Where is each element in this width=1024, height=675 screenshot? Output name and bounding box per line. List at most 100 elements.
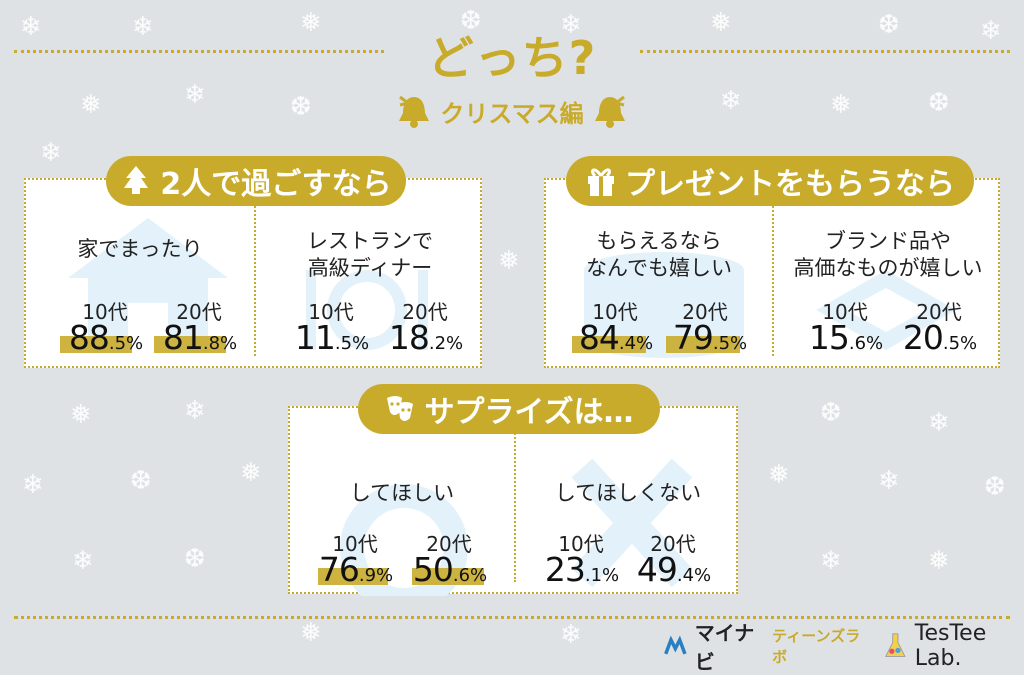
panel-present: もらえるなら なんでも嬉しい 10代 20代 84.4% 79.5% ブランド品…: [544, 178, 1000, 368]
house-icon: [68, 218, 228, 353]
highlight-bar: [572, 336, 646, 353]
value-twenties: 20.5%: [890, 318, 990, 357]
value-integer: 49: [636, 550, 678, 589]
snowflake-icon: ❆: [878, 10, 900, 40]
value-integer: 76: [318, 550, 360, 589]
value-integer: 11: [294, 318, 336, 357]
value-decimal: .5%: [108, 333, 144, 354]
section-label: 2人で過ごすなら: [160, 167, 392, 202]
value-integer: 81: [162, 318, 204, 357]
brand-testee-lab: TesTee Lab.: [914, 621, 987, 671]
section-header-together: 2人で過ごすなら: [106, 156, 406, 206]
snowflake-icon: ❅: [240, 458, 262, 488]
christmas-tree-icon: [124, 166, 149, 194]
value-twenties: 50.6%: [400, 550, 500, 589]
value-twenties: 49.4%: [624, 550, 724, 589]
top-dotted-line-right: [640, 50, 1010, 53]
snowflake-icon: ❄: [72, 546, 94, 576]
circle-icon: [340, 484, 468, 596]
dinner-icon: [306, 270, 428, 350]
question-line: してほしくない: [554, 481, 702, 505]
brand-teens-lab: ティーンズラボ: [772, 627, 861, 666]
value-decimal: .9%: [358, 565, 394, 586]
page-title: どっち?: [427, 31, 597, 85]
section-header-present: プレゼントをもらうなら: [566, 156, 974, 206]
option-question: 家でまったり: [26, 236, 254, 263]
snowflake-icon: ❆: [984, 472, 1006, 502]
snowflake-icon: ❄: [980, 16, 1002, 46]
panel-divider: [514, 430, 516, 582]
age-label-teen: 10代: [822, 300, 868, 324]
question-line: もらえるなら: [596, 229, 722, 253]
top-dotted-line: [14, 50, 384, 53]
value-decimal: .5%: [942, 333, 978, 354]
option-question: もらえるなら なんでも嬉しい: [546, 228, 772, 282]
question-line: レストランで: [307, 229, 433, 253]
snowflake-icon: ❆: [928, 88, 950, 118]
snowflake-icon: ❄: [560, 10, 582, 40]
value-teen: 88.5%: [56, 318, 156, 357]
highlight-bar: [412, 568, 484, 585]
subtitle-text: クリスマス編: [440, 99, 584, 128]
section-label: サプライズは…: [424, 395, 634, 430]
snowflake-icon: ❅: [830, 90, 852, 120]
value-integer: 15: [808, 318, 850, 357]
question-line: ブランド品や: [825, 229, 951, 253]
value-decimal: .1%: [584, 565, 620, 586]
snowflake-icon: ❆: [820, 398, 842, 428]
snowflake-icon: ❆: [130, 466, 152, 496]
snowflake-icon: ❄: [132, 12, 154, 42]
value-decimal: .4%: [676, 565, 712, 586]
snowflake-icon: ❄: [928, 408, 950, 438]
value-teen: 15.6%: [796, 318, 896, 357]
option-question: してほしくない: [516, 480, 740, 507]
question-line: 高級ディナー: [307, 256, 433, 280]
snowflake-icon: ❄: [184, 396, 206, 426]
value-integer: 18: [388, 318, 430, 357]
panel-divider: [254, 202, 256, 356]
snowflake-icon: ❅: [498, 246, 520, 276]
brand-mynavi: マイナビ: [694, 621, 755, 674]
snowflake-icon: ❅: [80, 90, 102, 120]
snowflake-icon: ❄: [40, 138, 62, 168]
mynavi-logo-icon: [664, 635, 687, 655]
gift-icon: [588, 168, 614, 196]
highlight-bar: [60, 336, 132, 353]
snowflake-icon: ❄: [878, 466, 900, 496]
panel-together: 家でまったり 10代 20代 88.5% 81.8% レストランで 高級ディナー…: [24, 178, 482, 368]
section-header-surprise: サプライズは…: [358, 384, 660, 434]
age-label-teen: 10代: [82, 300, 128, 324]
snowflake-icon: ❄: [720, 86, 742, 116]
cross-icon: [571, 458, 693, 588]
value-decimal: .5%: [712, 333, 748, 354]
value-teen: 11.5%: [282, 318, 382, 357]
value-integer: 20: [902, 318, 944, 357]
snowflake-icon: ❅: [768, 460, 790, 490]
theater-masks-icon: [387, 396, 414, 421]
age-label-teen: 10代: [332, 532, 378, 556]
age-label-teen: 10代: [308, 300, 354, 324]
value-decimal: .6%: [452, 565, 488, 586]
value-integer: 23: [544, 550, 586, 589]
value-decimal: .4%: [618, 333, 654, 354]
panel-divider: [772, 202, 774, 356]
snowflake-icon: ❄: [184, 80, 206, 110]
value-twenties: 81.8%: [150, 318, 250, 357]
age-label-twenties: 20代: [916, 300, 962, 324]
age-label-teen: 10代: [592, 300, 638, 324]
value-decimal: .5%: [334, 333, 370, 354]
question-line: 高価なものが嬉しい: [793, 256, 983, 280]
snowflake-icon: ❆: [184, 544, 206, 574]
age-label-teen: 10代: [558, 532, 604, 556]
value-teen: 23.1%: [532, 550, 632, 589]
footer-logos: マイナビ ティーンズラボ TesTee Lab.: [664, 621, 1024, 674]
snowflake-icon: ❅: [300, 618, 322, 648]
snowflake-icon: ❆: [460, 6, 482, 36]
snowflake-icon: ❅: [928, 546, 950, 576]
snowflake-icon: ❄: [22, 470, 44, 500]
age-label-twenties: 20代: [682, 300, 728, 324]
value-decimal: .2%: [428, 333, 464, 354]
option-question: してほしい: [290, 480, 514, 507]
snowflake-icon: ❄: [820, 546, 842, 576]
age-label-twenties: 20代: [402, 300, 448, 324]
